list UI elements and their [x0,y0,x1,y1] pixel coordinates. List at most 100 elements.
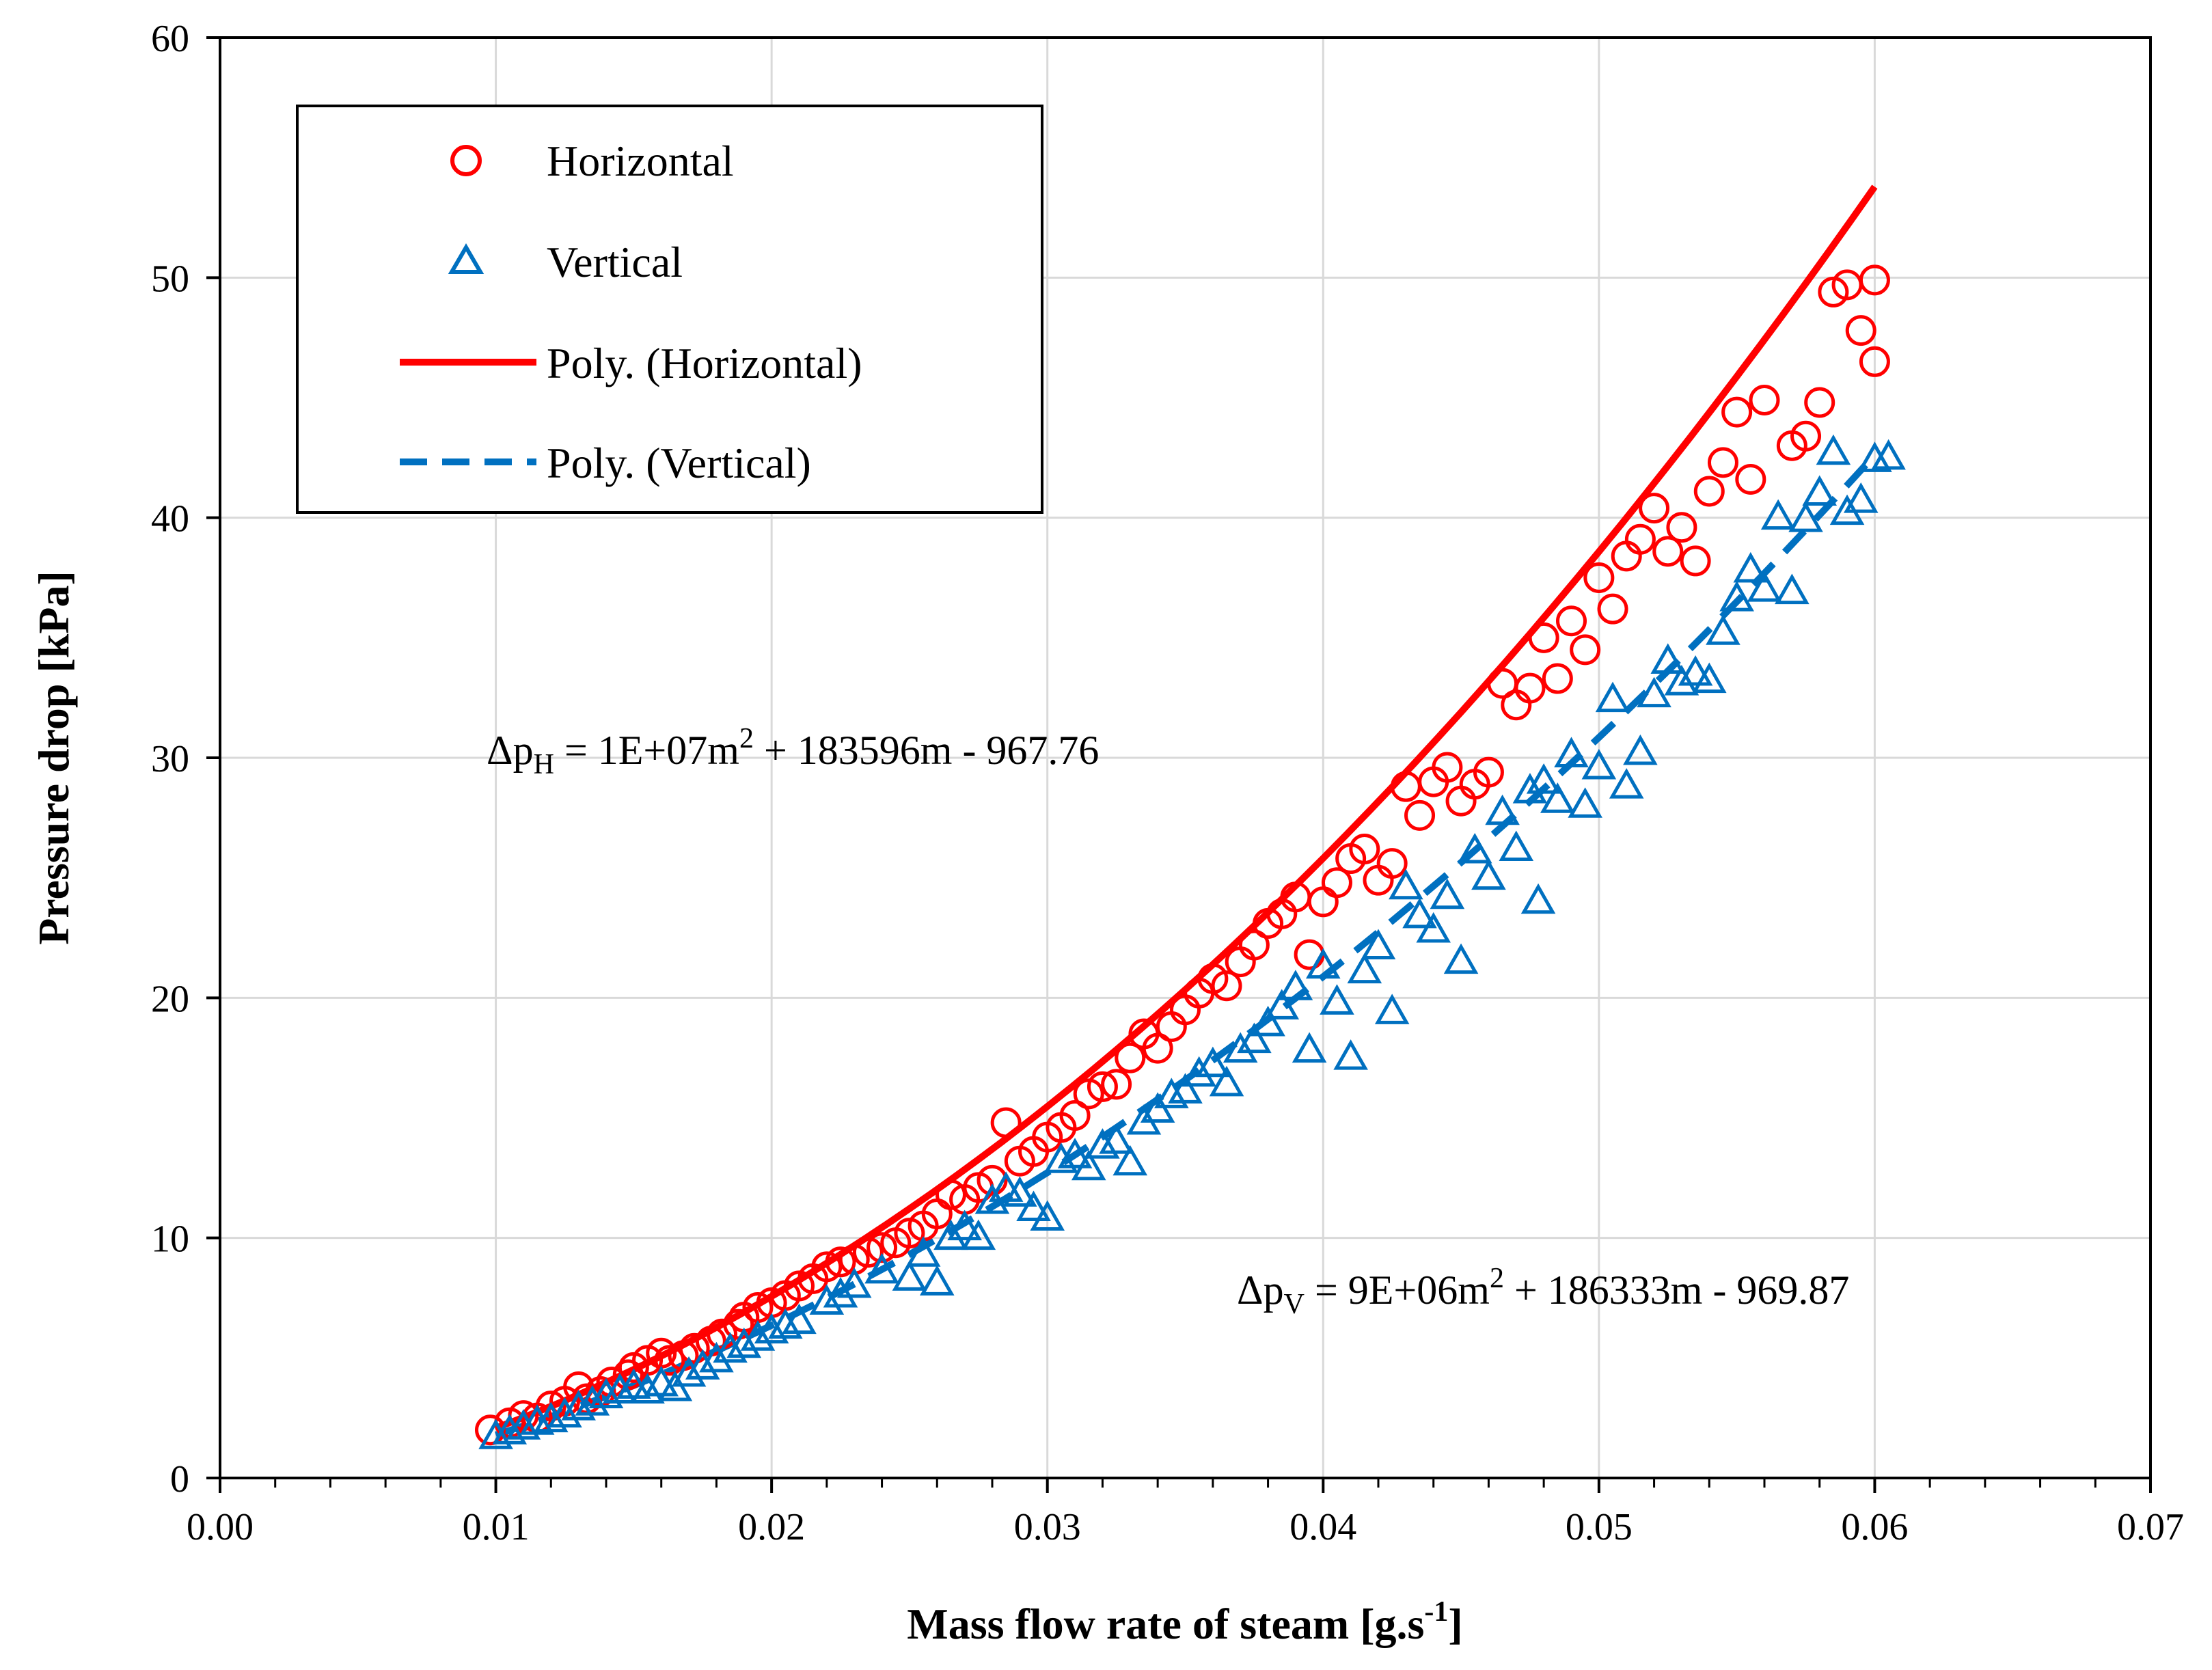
y-tick-label: 20 [151,978,189,1020]
horizontal-series [475,264,1890,1446]
data-point-vertical [616,1368,651,1399]
data-point-horizontal [1859,346,1890,377]
data-point-vertical [1664,665,1699,696]
data-point-vertical [506,1409,541,1440]
vertical-fit-equation: ΔpV = 9E+06m2 + 186333m - 969.87 [1237,1263,1849,1320]
data-point-horizontal [1597,593,1628,625]
data-point-vertical [1595,681,1630,713]
x-tick-label: 0.04 [1289,1506,1356,1548]
data-point-horizontal [1432,752,1463,783]
data-point-vertical [782,1303,817,1334]
data-point-horizontal [825,1246,856,1278]
data-point-vertical [1581,748,1617,780]
data-point-vertical [561,1390,596,1421]
data-point-vertical [1237,1022,1272,1054]
data-point-vertical [1623,734,1658,765]
legend-label-poly-horizontal: Poly. (Horizontal) [547,339,862,387]
data-point-vertical [657,1370,693,1401]
data-point-vertical [1209,1065,1244,1097]
data-point-vertical [1071,1149,1106,1181]
data-point-horizontal [1376,848,1408,879]
data-point-vertical [1871,439,1906,470]
data-point-horizontal [1804,387,1835,418]
data-point-vertical [1278,970,1313,1000]
data-point-vertical [823,1276,858,1308]
x-tick-label: 0.00 [187,1506,254,1548]
data-point-vertical [1430,878,1465,909]
data-point-vertical [1512,773,1548,804]
data-point-vertical [575,1385,610,1416]
data-point-vertical [1402,897,1437,929]
data-point-vertical [1389,868,1423,900]
data-point-vertical [1788,502,1823,532]
data-point-vertical [864,1252,899,1284]
vertical-series [478,434,1906,1449]
data-point-horizontal [1059,1099,1091,1131]
data-point-vertical [1057,1138,1093,1168]
data-point-vertical [1733,551,1769,583]
y-tick-label: 40 [151,498,189,540]
data-point-vertical [644,1365,679,1397]
legend-circle-marker [450,145,482,176]
data-point-vertical [1485,794,1520,825]
data-point-vertical [1223,1032,1258,1063]
data-point-vertical [699,1341,734,1373]
x-axis-title: Mass flow rate of steam [g.s-1] [907,1596,1462,1648]
data-point-horizontal [977,1164,1008,1196]
legend-label-horizontal: Horizontal [547,137,734,185]
data-point-horizontal [1845,315,1876,346]
data-point-horizontal [1349,834,1380,865]
data-point-horizontal [1680,545,1711,577]
legend-box [296,105,1043,514]
data-point-horizontal [1514,672,1546,704]
data-point-vertical [1775,573,1810,605]
data-point-vertical [1843,482,1879,513]
y-tick-label: 60 [151,18,189,60]
data-point-horizontal [1556,605,1587,637]
data-point-vertical [1182,1056,1216,1087]
data-point-vertical [1374,994,1410,1024]
data-point-horizontal [1721,396,1753,428]
legend-label-poly-vertical: Poly. (Vertical) [547,439,811,487]
data-point-horizontal [1735,463,1766,495]
data-point-vertical [1457,832,1492,864]
data-point-horizontal [1749,385,1780,416]
data-point-vertical [1264,989,1300,1019]
data-point-horizontal [1666,512,1697,543]
axis-ticks [206,36,2152,1493]
data-point-vertical [1292,1032,1327,1063]
data-point-vertical [1154,1078,1189,1108]
data-point-horizontal [679,1332,710,1364]
data-point-horizontal [1528,622,1559,653]
data-point-vertical [947,1209,982,1241]
data-point-vertical [1678,655,1713,686]
data-point-vertical [1099,1123,1134,1154]
data-point-vertical [1443,943,1479,974]
data-point-vertical [809,1284,845,1315]
legend: Horizontal Vertical Poly. (Horizontal) P… [296,105,1043,514]
data-point-horizontal [1707,447,1738,478]
axis-tick-labels: 0.00 0.01 0.02 0.03 0.04 0.05 0.06 0.07 0 10 20 30 4… [151,18,2184,1548]
data-point-vertical [1526,763,1561,794]
data-point-horizontal [654,1345,685,1376]
data-point-horizontal [596,1366,627,1397]
data-point-vertical [892,1260,927,1291]
data-point-vertical [1195,1046,1231,1078]
data-point-vertical [1085,1128,1120,1159]
data-point-horizontal [1652,536,1684,567]
data-point-vertical [1802,475,1838,506]
data-point-vertical [1361,929,1396,960]
x-tick-label: 0.05 [1566,1506,1633,1548]
data-point-vertical [1609,768,1644,799]
data-point-vertical [726,1327,762,1358]
data-point-horizontal [1404,799,1436,831]
legend-label-vertical: Vertical [547,238,683,286]
x-tick-label: 0.01 [463,1506,530,1548]
data-point-vertical [1347,953,1382,984]
data-point-vertical [836,1267,872,1298]
data-point-vertical [1568,787,1602,818]
x-tick-label: 0.03 [1014,1506,1081,1548]
data-point-vertical [988,1171,1024,1202]
y-tick-label: 30 [151,738,189,780]
data-point-horizontal [935,1179,966,1210]
